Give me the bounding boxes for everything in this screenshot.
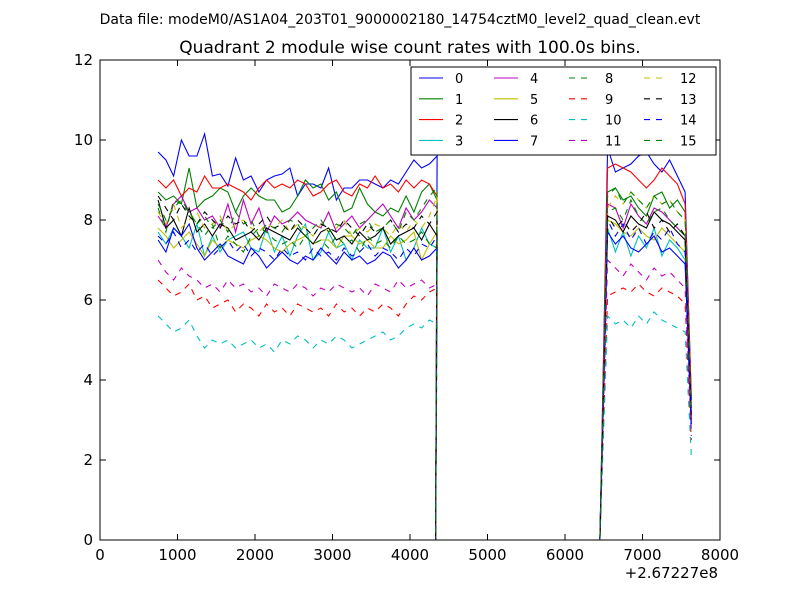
series-line-15 [157, 186, 692, 541]
legend-label-1: 1 [455, 93, 463, 108]
legend-label-3: 3 [455, 134, 463, 149]
series-line-8 [157, 198, 692, 541]
series-line-9 [157, 279, 692, 541]
chart-suptitle: Data file: modeM0/AS1A04_203T01_90000021… [100, 12, 701, 28]
x-tick-label: 1000 [158, 546, 196, 564]
series-line-12 [157, 191, 692, 541]
series-line-5 [157, 219, 692, 541]
x-tick-label: 2000 [236, 546, 274, 564]
x-tick-label: 4000 [391, 546, 429, 564]
series-line-11 [157, 258, 692, 541]
x-axis-offset-label: +2.67227e8 [625, 564, 718, 582]
chart-title: Quadrant 2 module wise count rates with … [179, 38, 640, 58]
legend-label-15: 15 [680, 134, 697, 149]
series-line-7 [157, 222, 692, 541]
x-tick-label: 3000 [313, 546, 351, 564]
series-line-4 [157, 195, 692, 541]
x-tick-label: 7000 [623, 546, 661, 564]
x-tick-label: 8000 [701, 546, 739, 564]
x-tick-label: 0 [95, 546, 105, 564]
legend-label-5: 5 [530, 93, 538, 108]
legend-label-9: 9 [605, 93, 613, 108]
legend-label-0: 0 [455, 72, 463, 87]
legend-box [410, 66, 717, 156]
series-line-0 [157, 131, 692, 541]
series-line-3 [157, 221, 692, 541]
legend-label-6: 6 [530, 114, 538, 129]
y-tick-label: 6 [83, 291, 93, 309]
series-line-14 [157, 219, 692, 541]
axes: 0 1000 2000 3000 4000 5000 6000 7000 80000246810… [74, 51, 739, 564]
x-tick-label: 5000 [468, 546, 506, 564]
series-line-6 [157, 199, 692, 541]
legend-label-11: 11 [605, 134, 622, 149]
series-layer [157, 131, 692, 541]
y-tick-label: 10 [74, 131, 93, 149]
y-tick-label: 4 [83, 371, 93, 389]
legend-label-4: 4 [530, 72, 538, 87]
series-line-13 [157, 195, 692, 541]
series-line-2 [157, 163, 692, 541]
legend-label-10: 10 [605, 114, 622, 129]
legend-label-14: 14 [680, 114, 697, 129]
y-tick-label: 2 [83, 451, 93, 469]
y-tick-label: 0 [83, 531, 93, 549]
legend-label-12: 12 [680, 72, 697, 87]
legend-label-2: 2 [455, 114, 463, 129]
y-tick-label: 12 [74, 51, 93, 69]
x-tick-label: 6000 [546, 546, 584, 564]
legend-label-13: 13 [680, 93, 697, 108]
legend-label-7: 7 [530, 134, 538, 149]
y-tick-label: 8 [83, 211, 93, 229]
legend-label-8: 8 [605, 72, 613, 87]
series-line-10 [157, 311, 692, 541]
